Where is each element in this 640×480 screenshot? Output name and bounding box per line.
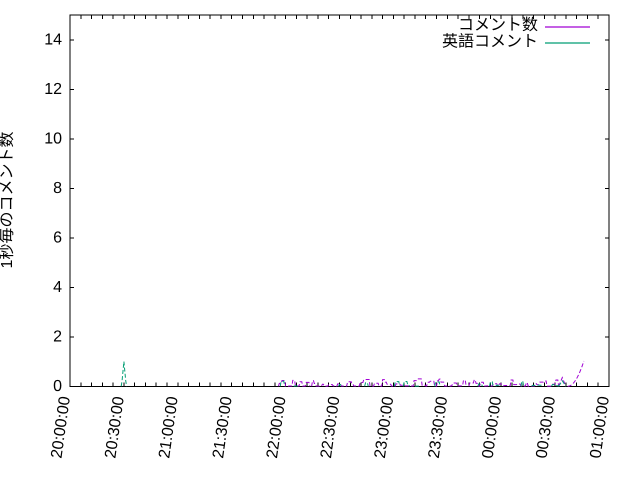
svg-text:22:00:00: 22:00:00 (264, 395, 290, 459)
svg-text:0: 0 (53, 378, 62, 395)
svg-text:00:30:00: 00:30:00 (534, 395, 560, 459)
svg-text:22:30:00: 22:30:00 (318, 395, 344, 459)
svg-text:12: 12 (44, 81, 62, 98)
svg-text:1秒毎のコメント数: 1秒毎のコメント数 (0, 132, 16, 269)
svg-text:4: 4 (53, 279, 62, 296)
svg-text:20:30:00: 20:30:00 (102, 395, 128, 459)
svg-text:23:00:00: 23:00:00 (372, 395, 398, 459)
svg-text:20:00:00: 20:00:00 (48, 395, 74, 459)
svg-text:21:30:00: 21:30:00 (210, 395, 236, 459)
svg-text:2: 2 (53, 328, 62, 345)
svg-text:00:00:00: 00:00:00 (480, 395, 506, 459)
svg-text:21:00:00: 21:00:00 (156, 395, 182, 459)
svg-text:14: 14 (44, 31, 62, 48)
svg-text:6: 6 (53, 229, 62, 246)
svg-text:8: 8 (53, 180, 62, 197)
svg-text:コメント数: コメント数 (458, 16, 538, 34)
svg-text:23:30:00: 23:30:00 (426, 395, 452, 459)
svg-text:英語コメント: 英語コメント (442, 33, 538, 51)
svg-text:01:00:00: 01:00:00 (587, 395, 613, 459)
svg-text:10: 10 (44, 130, 62, 147)
